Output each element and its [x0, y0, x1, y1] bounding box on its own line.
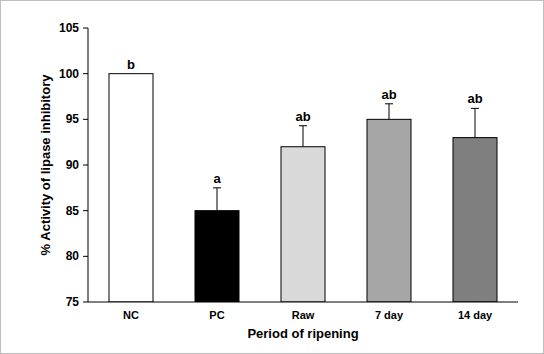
bar	[281, 147, 325, 302]
y-tick-label: 75	[66, 295, 80, 309]
x-tick-label: NC	[123, 309, 139, 321]
y-tick	[83, 256, 88, 257]
significance-letter: ab	[381, 87, 396, 102]
bar	[453, 138, 497, 302]
error-stem	[303, 126, 304, 147]
error-cap	[385, 103, 393, 104]
y-axis-label: % Activity of lipase inhibitory	[38, 74, 53, 256]
error-bar	[213, 188, 221, 211]
error-cap	[213, 187, 221, 188]
error-cap	[299, 125, 307, 126]
chart-svg: 75 80 85 90 95 100 105 b a ab ab ab NC PC Raw 7 day 14 d…	[0, 0, 544, 354]
error-bar	[471, 108, 479, 137]
error-bar	[299, 126, 307, 147]
error-cap	[471, 108, 479, 109]
y-tick	[83, 28, 88, 29]
x-axis	[88, 302, 518, 303]
x-axis-label: Period of ripening	[247, 326, 358, 341]
y-tick	[83, 119, 88, 120]
y-tick	[83, 210, 88, 211]
error-stem	[475, 108, 476, 137]
significance-letter: b	[127, 57, 135, 72]
y-tick	[83, 73, 88, 74]
x-tick-label: PC	[209, 309, 224, 321]
bar	[195, 211, 239, 302]
y-axis	[88, 28, 89, 302]
error-bar	[385, 104, 393, 120]
outer-frame	[1, 1, 544, 354]
bar	[367, 119, 411, 302]
y-tick-label: 85	[66, 204, 80, 218]
x-tick-label: 7 day	[375, 309, 404, 321]
error-stem	[217, 188, 218, 211]
y-tick-label: 95	[66, 112, 80, 126]
significance-letter: ab	[295, 109, 310, 124]
y-tick-label: 90	[66, 158, 80, 172]
significance-letter: a	[213, 171, 221, 186]
chart-container: 75 80 85 90 95 100 105 b a ab ab ab NC PC Raw 7 day 14 d…	[0, 0, 544, 354]
error-stem	[389, 104, 390, 120]
bars	[109, 74, 497, 302]
y-tick-label: 80	[66, 249, 80, 263]
y-tick	[83, 302, 88, 303]
y-tick-label: 100	[59, 67, 79, 81]
y-tick-label: 105	[59, 21, 79, 35]
y-tick	[83, 165, 88, 166]
bar	[109, 74, 153, 302]
x-tick-label: Raw	[292, 309, 315, 321]
x-tick-label: 14 day	[458, 309, 493, 321]
significance-letter: ab	[467, 91, 482, 106]
